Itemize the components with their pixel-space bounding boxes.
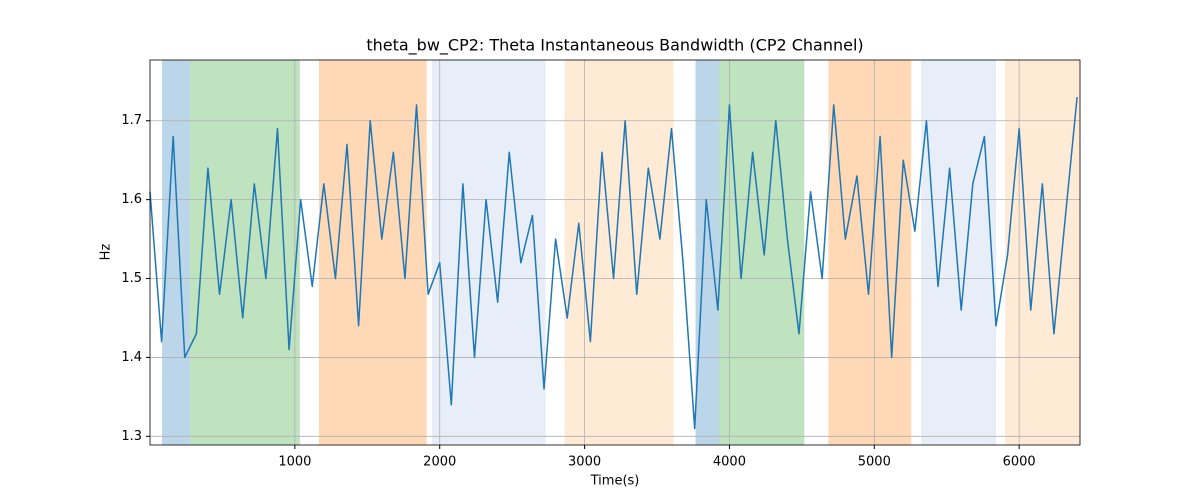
chart-title: theta_bw_CP2: Theta Instantaneous Bandwi… bbox=[366, 36, 863, 56]
x-tick-label: 1000 bbox=[278, 455, 311, 470]
y-axis-label: Hz bbox=[99, 244, 114, 261]
y-tick-label: 1.3 bbox=[121, 429, 142, 444]
x-tick-label: 6000 bbox=[1003, 455, 1036, 470]
shaded-span bbox=[695, 60, 720, 445]
shaded-span bbox=[564, 60, 674, 445]
y-tick-label: 1.7 bbox=[121, 113, 142, 128]
data-line bbox=[149, 97, 1078, 430]
x-axis-label: Time(s) bbox=[590, 474, 640, 489]
shaded-span bbox=[189, 60, 300, 445]
shaded-span bbox=[719, 60, 805, 445]
y-tick-label: 1.4 bbox=[121, 350, 142, 365]
x-tick-label: 3000 bbox=[568, 455, 601, 470]
y-tick-label: 1.5 bbox=[121, 271, 142, 286]
shaded-span bbox=[921, 60, 997, 445]
shaded-span bbox=[318, 60, 427, 445]
y-tick-label: 1.6 bbox=[121, 192, 142, 207]
plot-frame bbox=[149, 59, 1081, 446]
x-tick-label: 5000 bbox=[858, 455, 891, 470]
shaded-span bbox=[1005, 60, 1080, 445]
x-tick-label: 4000 bbox=[713, 455, 746, 470]
shaded-span bbox=[828, 60, 912, 445]
shaded-span bbox=[431, 60, 546, 445]
x-tick-label: 2000 bbox=[423, 455, 456, 470]
